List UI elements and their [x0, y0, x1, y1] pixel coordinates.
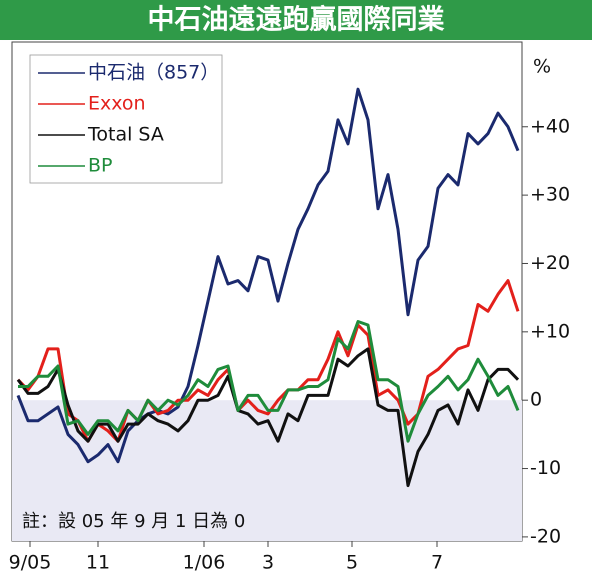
plot-area: +40 +30 +20 +10 0 -10 -20 9/05 11 1/06 3 5 7 中石油（857）… — [9, 41, 570, 574]
legend-box — [29, 54, 223, 184]
legend-label: Total SA — [87, 124, 164, 146]
chart-title: 中石油遠遠跑贏國際同業 — [148, 5, 445, 36]
series-line — [16, 87, 520, 464]
x-tick-label: 11 — [86, 552, 110, 574]
x-tick-label: 7 — [431, 552, 443, 574]
legend-label: 中石油（857） — [88, 62, 219, 84]
series-line — [16, 279, 520, 443]
legend-label: BP — [88, 155, 113, 177]
x-tick-label: 9/05 — [9, 552, 52, 574]
y-tick-label: 0 — [530, 389, 542, 411]
y-tick-label: +30 — [530, 184, 570, 206]
y-tick-label: +10 — [530, 320, 570, 342]
legend-label: Exxon — [88, 93, 146, 115]
y-tick-label: -10 — [530, 457, 561, 479]
x-tick-label: 3 — [262, 552, 274, 574]
note: 註：設 05 年 9 月 1 日為 0 — [22, 511, 245, 532]
y-tick-label: +40 — [530, 115, 570, 137]
series-line — [18, 320, 520, 443]
title-bar — [0, 0, 592, 40]
y-axis-label: % — [533, 56, 551, 78]
y-tick-label: -20 — [530, 525, 561, 547]
series-line — [16, 347, 520, 488]
x-tick-label: 1/06 — [183, 552, 226, 574]
x-tick-label: 5 — [346, 552, 358, 574]
y-tick-label: +20 — [530, 252, 570, 274]
